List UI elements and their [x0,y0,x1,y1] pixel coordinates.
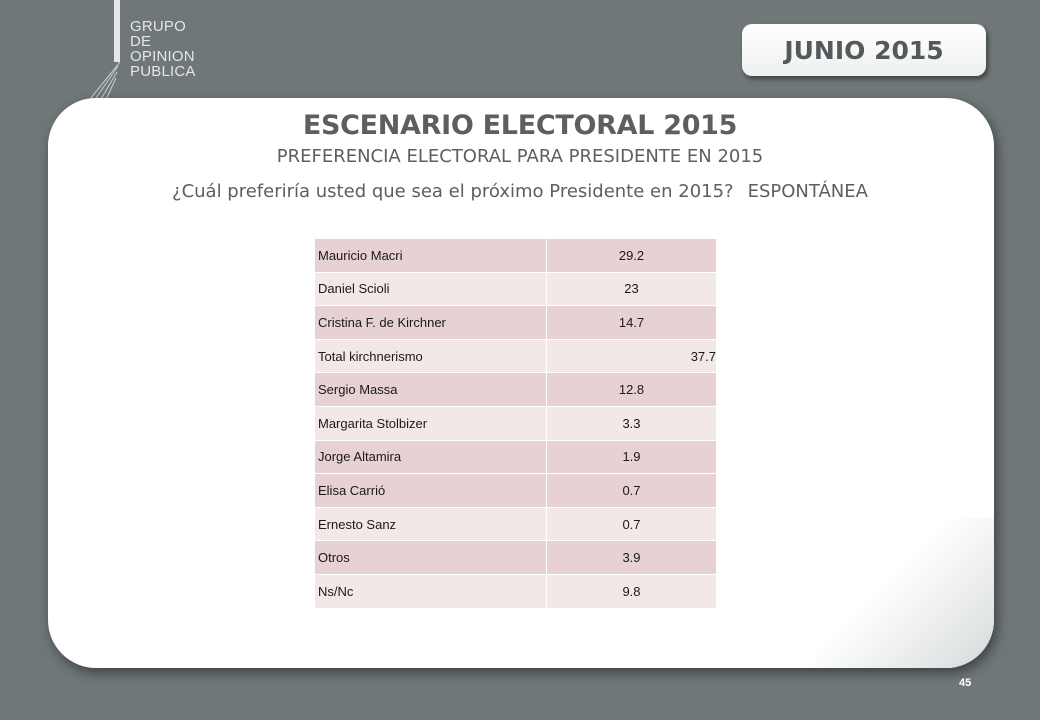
table-row: Ns/Nc 9.8 [314,573,717,609]
table-row: Daniel Scioli 23 [314,271,717,307]
candidate-name: Jorge Altamira [314,439,547,475]
candidate-value: 14.7 [546,305,717,340]
table-row: Sergio Massa 12.8 [314,372,717,407]
candidate-name: Total kirchnerismo [314,338,547,374]
candidate-value: 23 [546,271,717,307]
candidate-name: Mauricio Macri [314,238,547,273]
question-tag: ESPONTÁNEA [747,181,868,202]
table-row: Margarita Stolbizer 3.3 [314,405,717,441]
table-row: Mauricio Macri 29.2 [314,238,717,273]
candidate-name: Ns/Nc [314,573,547,609]
question-text: ¿Cuál preferiría usted que sea el próxim… [172,181,734,202]
survey-question: ¿Cuál preferiría usted que sea el próxim… [0,181,1040,202]
candidate-value: 0.7 [546,506,717,542]
candidate-value: 0.7 [546,473,717,508]
table-row: Total kirchnerismo 37.7 [314,338,717,374]
candidate-name: Otros [314,540,547,575]
candidate-value: 12.8 [546,372,717,407]
candidate-name: Daniel Scioli [314,271,547,307]
candidate-name: Cristina F. de Kirchner [314,305,547,340]
table-row: Elisa Carrió 0.7 [314,473,717,508]
logo-line: OPINION [130,48,195,65]
table-row: Jorge Altamira 1.9 [314,439,717,475]
logo-line: PUBLICA [130,63,196,80]
slide-subtitle: PREFERENCIA ELECTORAL PARA PRESIDENTE EN… [276,146,764,167]
logo-line: DE [130,33,152,50]
logo-graphic [85,0,121,105]
date-badge: JUNIO 2015 [742,24,986,76]
table-row: Cristina F. de Kirchner 14.7 [314,305,717,340]
results-table: Mauricio Macri 29.2 Daniel Scioli 23 Crist… [314,238,717,609]
candidate-value: 1.9 [546,439,717,475]
logo-text: GRUPO DE OPINION PUBLICA [130,19,196,79]
candidate-name: Ernesto Sanz [314,506,547,542]
candidate-name: Sergio Massa [314,372,547,407]
table-row: Otros 3.9 [314,540,717,575]
slide-title: ESCENARIO ELECTORAL 2015 [302,110,738,141]
candidate-value: 3.9 [546,540,717,575]
candidate-name: Elisa Carrió [314,473,547,508]
candidate-value: 3.3 [546,405,717,441]
logo-line: GRUPO [130,18,187,35]
candidate-value: 37.7 [546,338,717,374]
candidate-value: 9.8 [546,573,717,609]
page-number: 45 [959,677,972,689]
candidate-value: 29.2 [546,238,717,273]
table-row: Ernesto Sanz 0.7 [314,506,717,542]
candidate-name: Margarita Stolbizer [314,405,547,441]
page-curl [814,518,994,668]
